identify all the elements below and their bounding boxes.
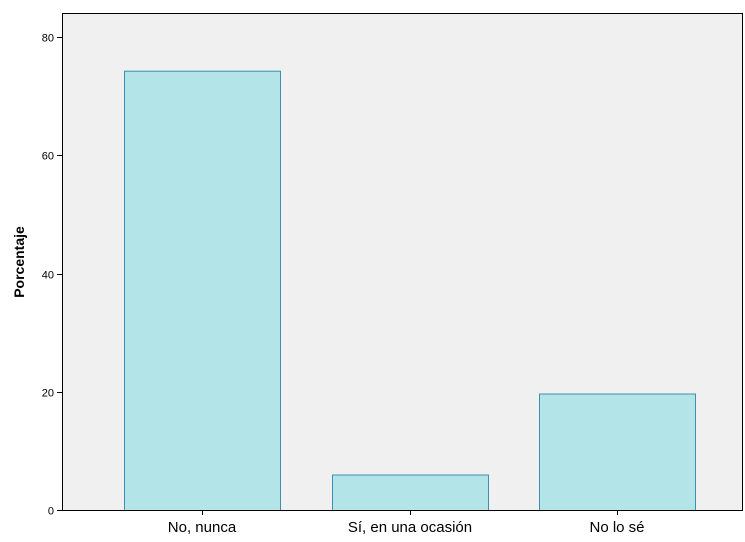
x-labels-group: No, nunca Sí, en una ocasión No lo sé: [168, 510, 645, 536]
x-tick-label: No lo sé: [589, 519, 644, 536]
x-tick-label: No, nunca: [168, 519, 237, 536]
bars-group: [124, 70, 696, 511]
y-tick-label: 80: [42, 33, 54, 45]
y-tick-label: 20: [42, 388, 54, 400]
y-ticks-group: 0 20 40 60 80: [42, 33, 62, 518]
bar-2: [332, 474, 489, 511]
y-axis-title: Porcentaje: [11, 226, 27, 298]
y-tick-label: 60: [42, 151, 54, 163]
y-tick-label: 0: [48, 506, 54, 518]
bar-1: [124, 70, 281, 511]
y-tick-label: 40: [42, 270, 54, 282]
bar-3: [539, 393, 696, 511]
x-tick-label: Sí, en una ocasión: [348, 519, 472, 536]
